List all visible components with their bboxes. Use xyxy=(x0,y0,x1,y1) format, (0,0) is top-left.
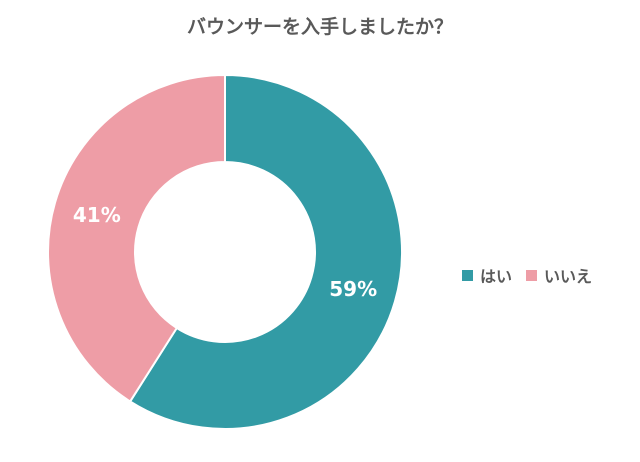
data-label-no: 41% xyxy=(73,203,121,227)
legend-swatch-yes xyxy=(462,269,473,281)
chart-title: バウンサーを入手しましたか？ xyxy=(186,16,453,38)
slice-no xyxy=(47,73,226,403)
legend-item-no: いいえ xyxy=(526,263,592,287)
data-label-yes: 59% xyxy=(329,277,377,301)
legend-swatch-no xyxy=(526,269,538,281)
legend-label-yes: はい xyxy=(480,267,513,286)
slice-yes xyxy=(128,73,403,430)
chart-legend: はい いいえ xyxy=(462,263,592,287)
legend-label-no: いいえ xyxy=(544,267,593,286)
legend-item-yes: はい xyxy=(462,263,512,287)
